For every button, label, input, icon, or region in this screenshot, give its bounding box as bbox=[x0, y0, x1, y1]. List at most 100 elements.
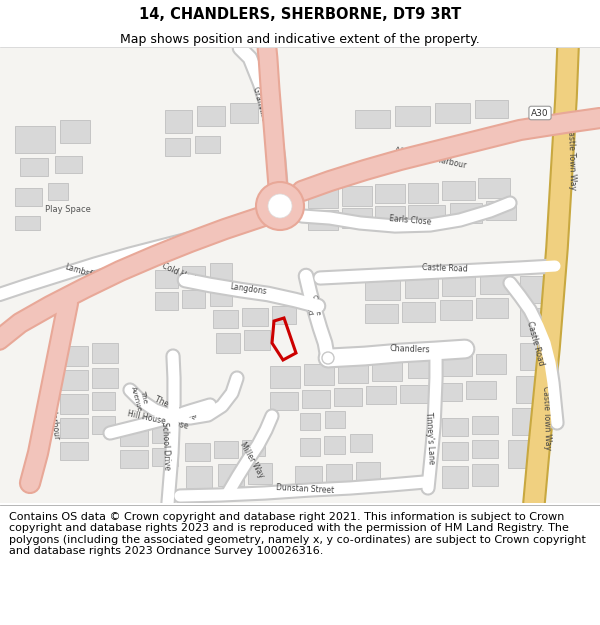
Polygon shape bbox=[508, 440, 540, 468]
Text: Castle
Road: Castle Road bbox=[304, 294, 320, 318]
Polygon shape bbox=[520, 343, 550, 370]
Polygon shape bbox=[182, 266, 205, 284]
Text: Langdons: Langdons bbox=[229, 282, 267, 296]
Polygon shape bbox=[442, 181, 475, 200]
Polygon shape bbox=[165, 138, 190, 156]
Polygon shape bbox=[182, 290, 205, 308]
Text: Lambsfield: Lambsfield bbox=[64, 262, 106, 284]
Text: Tinney's Lane: Tinney's Lane bbox=[424, 411, 436, 464]
Polygon shape bbox=[466, 381, 496, 399]
Polygon shape bbox=[270, 366, 300, 388]
Polygon shape bbox=[48, 183, 68, 200]
Polygon shape bbox=[20, 158, 48, 176]
Polygon shape bbox=[365, 280, 400, 300]
Text: A30 - Cold Harbour: A30 - Cold Harbour bbox=[393, 146, 467, 170]
Polygon shape bbox=[0, 48, 600, 503]
Text: Map shows position and indicative extent of the property.: Map shows position and indicative extent… bbox=[120, 32, 480, 46]
Polygon shape bbox=[366, 386, 396, 404]
Polygon shape bbox=[218, 464, 244, 486]
Text: Chandlers: Chandlers bbox=[389, 344, 430, 354]
Polygon shape bbox=[372, 360, 402, 381]
Polygon shape bbox=[486, 201, 516, 220]
Polygon shape bbox=[408, 358, 438, 378]
Text: Granville Way: Granville Way bbox=[251, 86, 273, 140]
Polygon shape bbox=[242, 440, 265, 456]
Polygon shape bbox=[60, 346, 88, 366]
Polygon shape bbox=[435, 103, 470, 123]
Polygon shape bbox=[375, 206, 405, 225]
Polygon shape bbox=[520, 308, 550, 336]
Polygon shape bbox=[432, 383, 462, 401]
Circle shape bbox=[256, 182, 304, 230]
Polygon shape bbox=[210, 288, 232, 306]
Polygon shape bbox=[472, 440, 498, 458]
Polygon shape bbox=[210, 263, 232, 280]
Polygon shape bbox=[270, 392, 298, 410]
Polygon shape bbox=[214, 441, 238, 458]
Polygon shape bbox=[476, 298, 508, 318]
Polygon shape bbox=[15, 188, 42, 206]
Polygon shape bbox=[216, 333, 240, 353]
Polygon shape bbox=[155, 270, 178, 288]
Polygon shape bbox=[365, 304, 398, 323]
Polygon shape bbox=[60, 418, 88, 438]
Text: School Drive: School Drive bbox=[160, 422, 172, 470]
Text: Contains OS data © Crown copyright and database right 2021. This information is : Contains OS data © Crown copyright and d… bbox=[9, 511, 586, 556]
Text: A30 - Cold Harbour: A30 - Cold Harbour bbox=[140, 251, 210, 291]
Polygon shape bbox=[402, 302, 435, 322]
Polygon shape bbox=[92, 368, 118, 388]
Polygon shape bbox=[342, 186, 372, 206]
Polygon shape bbox=[326, 464, 352, 484]
Text: A30: A30 bbox=[531, 109, 549, 118]
Text: Earls Close: Earls Close bbox=[389, 214, 431, 226]
Polygon shape bbox=[195, 136, 220, 153]
Polygon shape bbox=[480, 274, 512, 294]
Text: Castle Town Way: Castle Town Way bbox=[541, 386, 553, 450]
Polygon shape bbox=[304, 364, 334, 385]
Polygon shape bbox=[472, 464, 498, 486]
Polygon shape bbox=[450, 203, 482, 223]
Circle shape bbox=[322, 352, 334, 364]
Polygon shape bbox=[197, 106, 225, 126]
Polygon shape bbox=[476, 354, 506, 374]
Polygon shape bbox=[152, 425, 178, 443]
Polygon shape bbox=[512, 408, 544, 435]
Text: Dunstan Street: Dunstan Street bbox=[276, 483, 334, 495]
Polygon shape bbox=[405, 278, 438, 298]
Polygon shape bbox=[92, 392, 115, 410]
Polygon shape bbox=[92, 416, 115, 434]
Polygon shape bbox=[55, 156, 82, 173]
Polygon shape bbox=[442, 466, 468, 488]
Polygon shape bbox=[60, 370, 88, 390]
Polygon shape bbox=[120, 450, 148, 468]
Polygon shape bbox=[92, 343, 118, 363]
Polygon shape bbox=[248, 463, 272, 484]
Polygon shape bbox=[516, 376, 548, 403]
Polygon shape bbox=[15, 126, 55, 153]
Polygon shape bbox=[355, 110, 390, 128]
Polygon shape bbox=[60, 120, 90, 143]
Polygon shape bbox=[244, 330, 270, 350]
Polygon shape bbox=[120, 428, 148, 446]
Polygon shape bbox=[472, 416, 498, 434]
Polygon shape bbox=[350, 434, 372, 452]
Polygon shape bbox=[302, 390, 330, 408]
Polygon shape bbox=[165, 110, 192, 133]
Polygon shape bbox=[186, 466, 212, 488]
Text: A30 - Cold Harbour: A30 - Cold Harbour bbox=[43, 366, 62, 440]
Polygon shape bbox=[15, 216, 40, 230]
Polygon shape bbox=[295, 466, 322, 486]
Polygon shape bbox=[440, 300, 472, 320]
Polygon shape bbox=[400, 385, 428, 403]
Text: Castle Road: Castle Road bbox=[422, 262, 468, 273]
Polygon shape bbox=[60, 442, 88, 460]
Polygon shape bbox=[230, 103, 258, 123]
Polygon shape bbox=[356, 462, 380, 482]
Polygon shape bbox=[213, 310, 238, 328]
Polygon shape bbox=[308, 210, 338, 230]
Polygon shape bbox=[442, 356, 472, 376]
Text: Hill House Close: Hill House Close bbox=[127, 409, 189, 431]
Text: The
Avenue: The Avenue bbox=[130, 384, 149, 412]
Polygon shape bbox=[242, 308, 268, 326]
Text: Castle Town Way: Castle Town Way bbox=[566, 126, 578, 190]
